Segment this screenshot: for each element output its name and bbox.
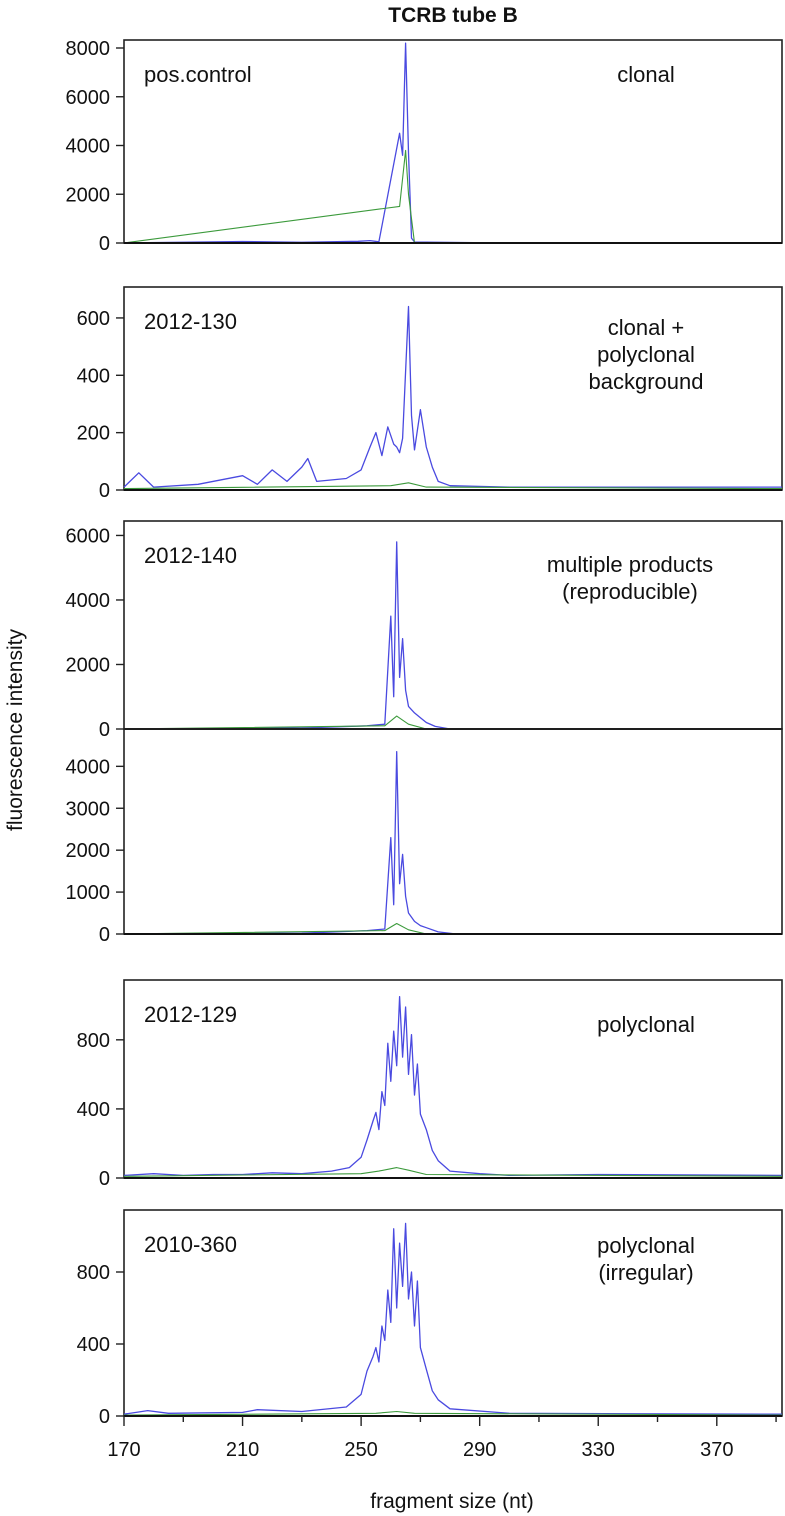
y-tick-label: 6000 bbox=[66, 87, 111, 109]
panel-3: 0 2000 4000 6000 2012-140 multiple products(r… bbox=[66, 520, 783, 741]
trace-green bbox=[123, 715, 782, 730]
panel-annotation: clonal + bbox=[608, 315, 684, 340]
y-tick-label: 600 bbox=[77, 308, 110, 330]
y-tick-label: 0 bbox=[99, 1406, 110, 1428]
trace-green bbox=[123, 482, 783, 490]
trace-blue bbox=[123, 541, 782, 730]
x-tick-label: 290 bbox=[463, 1439, 496, 1461]
panel-annotation: (reproducible) bbox=[562, 579, 698, 604]
trace-green bbox=[123, 149, 782, 244]
panel-annotation: background bbox=[589, 369, 704, 394]
y-tick-label: 200 bbox=[77, 423, 110, 445]
panel-annotation: polyclonal bbox=[597, 1012, 695, 1037]
panel-sample-label: pos.control bbox=[144, 62, 252, 87]
panel-annotation: polyclonal bbox=[597, 1233, 695, 1258]
y-tick-label: 6000 bbox=[66, 525, 111, 547]
y-axis-label: fluorescence intensity bbox=[4, 629, 27, 831]
x-tick-label: 170 bbox=[107, 1439, 140, 1461]
chart-title: TCRB tube B bbox=[388, 4, 518, 27]
y-tick-label: 800 bbox=[77, 1030, 110, 1052]
trace-blue bbox=[123, 305, 782, 488]
trace-green bbox=[123, 1167, 783, 1177]
y-tick-label: 0 bbox=[99, 233, 110, 255]
panel-sample-label: 2012-140 bbox=[144, 543, 237, 568]
x-axis: 170 210 250 290 330 370 bbox=[107, 1416, 777, 1461]
trace-blue bbox=[123, 995, 783, 1177]
y-tick-label: 1000 bbox=[66, 882, 111, 904]
panel-1: 0 2000 4000 6000 8000 pos.control clonal bbox=[66, 38, 783, 255]
panel-2: 0 200 400 600 2012-130 clonal +polyclonalback… bbox=[77, 286, 783, 502]
panel-frame bbox=[123, 728, 783, 935]
panel-annotation: multiple products bbox=[547, 552, 713, 577]
y-tick-label: 2000 bbox=[66, 840, 111, 862]
x-tick-label: 210 bbox=[226, 1439, 259, 1461]
panel-6: 0 400 800 2010-360 polyclonal(irregular) bbox=[77, 1209, 783, 1428]
y-tick-label: 4000 bbox=[66, 136, 111, 158]
x-tick-label: 250 bbox=[344, 1439, 377, 1461]
panel-annotation: clonal bbox=[617, 62, 674, 87]
trace-blue bbox=[123, 751, 782, 935]
y-tick-label: 800 bbox=[77, 1262, 110, 1284]
panel-annotation: polyclonal bbox=[597, 342, 695, 367]
panel-5: 0 400 800 2012-129 polyclonal bbox=[77, 979, 783, 1190]
trace-green bbox=[123, 1410, 783, 1416]
y-tick-label: 0 bbox=[99, 480, 110, 502]
panel-annotation: (irregular) bbox=[598, 1260, 693, 1285]
y-tick-label: 2000 bbox=[66, 184, 111, 206]
x-tick-label: 330 bbox=[582, 1439, 615, 1461]
y-tick-label: 400 bbox=[77, 1334, 110, 1356]
panel-sample-label: 2012-129 bbox=[144, 1002, 237, 1027]
y-tick-label: 8000 bbox=[66, 38, 111, 60]
y-tick-label: 400 bbox=[77, 365, 110, 387]
x-tick-label: 370 bbox=[700, 1439, 733, 1461]
panel-4: 0 1000 2000 3000 4000 bbox=[66, 728, 783, 946]
y-tick-label: 0 bbox=[99, 924, 110, 946]
panel-sample-label: 2012-130 bbox=[144, 309, 237, 334]
trace-green bbox=[123, 922, 782, 935]
y-tick-label: 4000 bbox=[66, 590, 111, 612]
y-tick-label: 2000 bbox=[66, 654, 111, 676]
y-tick-label: 3000 bbox=[66, 798, 111, 820]
y-tick-label: 0 bbox=[99, 1168, 110, 1190]
trace-blue bbox=[123, 1222, 783, 1415]
x-axis-label: fragment size (nt) bbox=[370, 1490, 533, 1513]
y-tick-label: 400 bbox=[77, 1099, 110, 1121]
panel-sample-label: 2010-360 bbox=[144, 1232, 237, 1257]
y-tick-label: 0 bbox=[99, 719, 110, 741]
y-tick-label: 4000 bbox=[66, 756, 111, 778]
